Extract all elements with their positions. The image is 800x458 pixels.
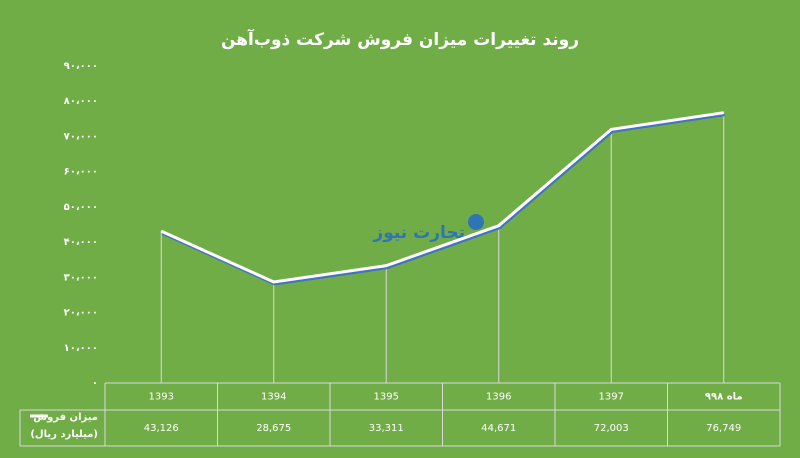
table-value: 44,671 [481,423,516,434]
chart-title: روند تغییرات میزان فروش شرکت ذوب‌آهن [221,28,579,50]
x-tick-label: 1394 [261,392,286,403]
table-value: 28,675 [256,423,291,434]
y-tick-label: ۲۰،۰۰۰ [64,308,98,319]
x-tick-label: ۹ماه ۹۸ [705,392,743,403]
table-value: 43,126 [144,423,179,434]
data-line [160,111,724,284]
unit-label: (میلیارد ریال) [30,429,98,440]
x-tick-label: 1395 [374,392,399,403]
table-value: 72,003 [594,423,629,434]
x-tick-label: 1393 [149,392,174,403]
legend-label: میزان فروش [33,412,98,423]
y-tick-label: ۸۰،۰۰۰ [64,96,98,107]
watermark: تجارت نیوز [372,223,465,243]
logo-icon [468,214,484,230]
y-tick-label: ۵۰،۰۰۰ [64,202,98,213]
x-tick-label: 1396 [486,392,511,403]
y-tick-label: ۷۰،۰۰۰ [64,131,98,142]
x-tick-label: 1397 [599,392,624,403]
y-tick-label: ۴۰،۰۰۰ [64,237,98,248]
y-tick-label: ۶۰،۰۰۰ [64,167,98,178]
y-tick-label: ۳۰،۰۰۰ [64,272,98,283]
watermark-logo: تجارت نیوز [372,214,484,243]
y-tick-label: ۰ [92,378,98,389]
y-tick-label: ۹۰،۰۰۰ [64,61,98,72]
table-value: 33,311 [369,423,404,434]
table-value: 76,749 [706,423,741,434]
y-tick-label: ۱۰،۰۰۰ [64,343,98,354]
